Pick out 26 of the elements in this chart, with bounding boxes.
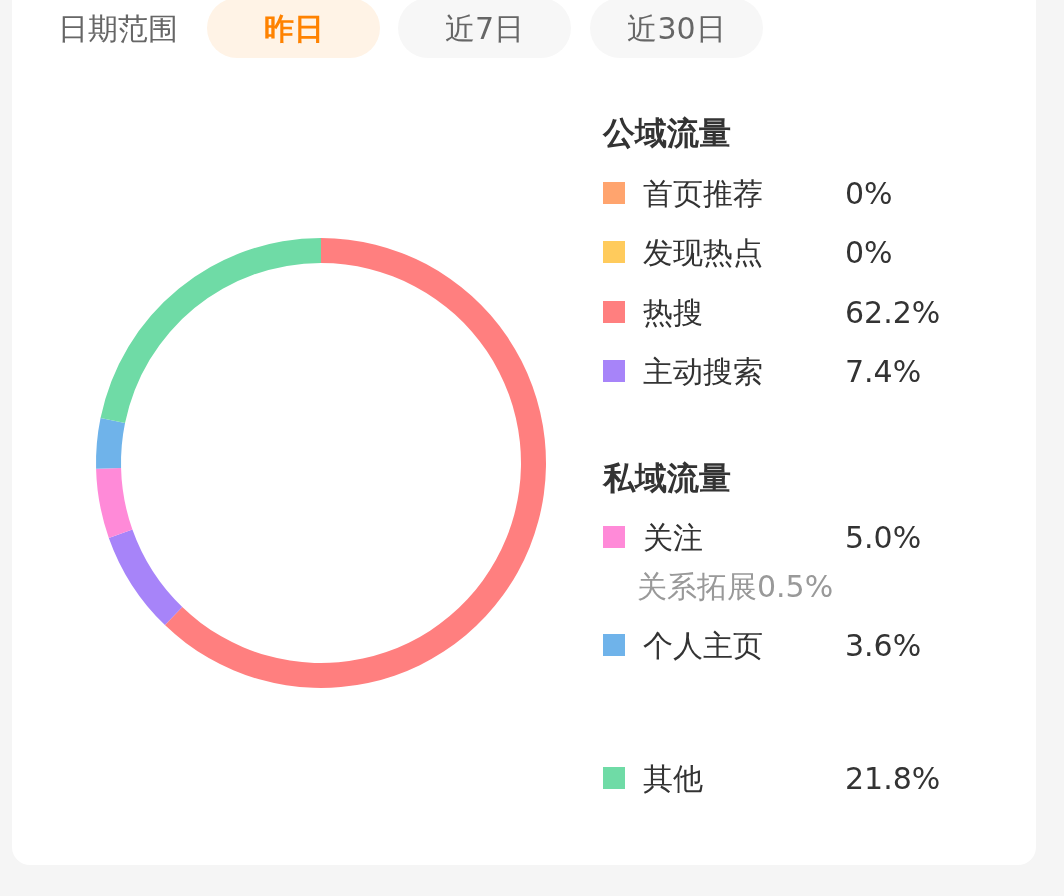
data-label: 3.6% bbox=[845, 627, 922, 663]
data-label: 7.4% bbox=[845, 353, 922, 389]
legend-label: 首页推荐 bbox=[643, 175, 763, 211]
donut-slice bbox=[96, 468, 133, 538]
data-label: 62.2% bbox=[845, 294, 941, 330]
legend-label: 关注 bbox=[643, 519, 703, 555]
text: 近7日 bbox=[444, 10, 525, 46]
text: 日期范围 bbox=[58, 10, 178, 46]
data-label: 21.8% bbox=[845, 760, 941, 796]
text: 0% bbox=[845, 234, 893, 270]
donut-slice bbox=[164, 238, 546, 688]
text: 0% bbox=[845, 175, 893, 211]
donut-slice bbox=[108, 529, 183, 626]
data-label: 5.0% bbox=[845, 519, 922, 555]
text: 近30日 bbox=[627, 10, 726, 46]
text: 昨日 bbox=[263, 10, 324, 46]
legend-label: 其他 bbox=[643, 760, 703, 796]
donut-slice bbox=[100, 238, 321, 424]
text: 私域流量 bbox=[602, 459, 731, 498]
donut-slice bbox=[96, 418, 126, 469]
text: 公域流量 bbox=[602, 114, 731, 153]
legend-label: 热搜 bbox=[643, 294, 703, 330]
legend-label: 发现热点 bbox=[643, 234, 763, 270]
text: 关系拓展0.5% bbox=[637, 568, 834, 604]
legend-label: 个人主页 bbox=[643, 627, 763, 663]
legend-label: 主动搜索 bbox=[643, 353, 763, 389]
